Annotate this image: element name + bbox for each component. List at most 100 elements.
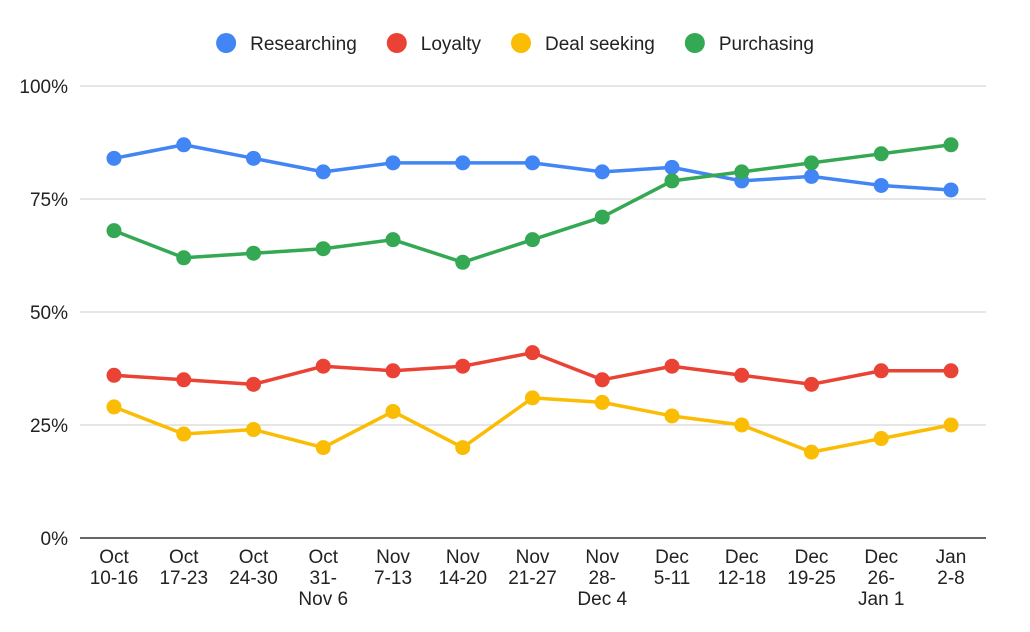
x-tick-label: Dec 5-11 xyxy=(654,547,691,589)
x-tick-label: Oct 24-30 xyxy=(229,547,278,589)
data-point-deal-seeking[interactable] xyxy=(455,440,471,456)
data-point-purchasing[interactable] xyxy=(106,223,122,239)
data-point-loyalty[interactable] xyxy=(315,358,331,374)
x-tick-label-line: 5-11 xyxy=(654,568,691,589)
x-tick-label-line: Jan 1 xyxy=(858,589,904,610)
data-point-loyalty[interactable] xyxy=(594,372,610,388)
x-tick-label-line: Oct xyxy=(239,547,269,568)
data-point-researching[interactable] xyxy=(106,150,122,166)
x-tick-label: Oct 31-Nov 6 xyxy=(298,547,348,610)
data-point-loyalty[interactable] xyxy=(734,367,750,383)
data-point-researching[interactable] xyxy=(664,159,680,175)
data-point-researching[interactable] xyxy=(385,155,401,171)
data-point-researching[interactable] xyxy=(873,177,889,193)
data-point-purchasing[interactable] xyxy=(804,155,819,171)
x-tick-label-line: 24-30 xyxy=(229,568,278,589)
data-point-deal-seeking[interactable] xyxy=(176,426,192,442)
data-point-researching[interactable] xyxy=(176,137,192,153)
data-point-loyalty[interactable] xyxy=(943,363,959,379)
x-tick-label-line: 17-23 xyxy=(159,568,208,589)
data-point-purchasing[interactable] xyxy=(664,173,680,189)
x-tick-label-line: Dec xyxy=(795,547,829,568)
legend-item-purchasing[interactable]: Purchasing xyxy=(684,33,814,55)
data-point-loyalty[interactable] xyxy=(246,376,261,392)
data-point-purchasing[interactable] xyxy=(594,209,610,225)
legend-item-deal-seeking[interactable]: Deal seeking xyxy=(510,33,655,55)
y-tick-label: 0% xyxy=(41,529,69,550)
data-point-researching[interactable] xyxy=(315,164,331,180)
x-tick-label: Nov 7-13 xyxy=(374,547,412,589)
data-point-deal-seeking[interactable] xyxy=(106,399,122,415)
data-point-deal-seeking[interactable] xyxy=(385,403,401,419)
legend-label: Loyalty xyxy=(421,34,482,55)
data-point-researching[interactable] xyxy=(594,164,610,180)
data-point-loyalty[interactable] xyxy=(804,376,819,392)
data-point-deal-seeking[interactable] xyxy=(873,431,889,447)
data-point-loyalty[interactable] xyxy=(106,367,122,383)
data-point-loyalty[interactable] xyxy=(176,372,192,388)
data-point-deal-seeking[interactable] xyxy=(246,422,261,438)
series-layer xyxy=(106,137,959,460)
legend-label: Researching xyxy=(250,34,357,55)
data-point-purchasing[interactable] xyxy=(176,250,192,266)
data-point-researching[interactable] xyxy=(246,150,261,166)
legend-marker xyxy=(216,33,237,53)
data-point-researching[interactable] xyxy=(804,168,819,184)
data-point-purchasing[interactable] xyxy=(246,245,261,261)
data-point-loyalty[interactable] xyxy=(873,363,889,379)
series-loyalty xyxy=(106,345,959,392)
x-tick-label-line: 21-27 xyxy=(508,568,557,589)
data-point-purchasing[interactable] xyxy=(385,232,401,248)
data-point-purchasing[interactable] xyxy=(525,232,540,248)
data-point-deal-seeking[interactable] xyxy=(804,444,819,460)
y-tick-label: 50% xyxy=(30,303,68,324)
x-tick-label-line: Nov 6 xyxy=(298,589,348,610)
data-point-deal-seeking[interactable] xyxy=(943,417,959,433)
legend-label: Deal seeking xyxy=(545,34,655,55)
y-axis-ticks: 0% 25% 50% 75% 100% xyxy=(19,77,68,550)
x-tick-label: Oct 17-23 xyxy=(159,547,208,589)
data-point-purchasing[interactable] xyxy=(734,164,750,180)
x-tick-label-line: 28- xyxy=(589,568,616,589)
x-tick-label: Nov 28-Dec 4 xyxy=(577,547,627,610)
x-tick-label-line: Nov xyxy=(585,547,619,568)
x-tick-label: Nov 14-20 xyxy=(438,547,487,589)
data-point-loyalty[interactable] xyxy=(455,358,471,374)
data-point-purchasing[interactable] xyxy=(315,241,331,257)
x-tick-label-line: 12-18 xyxy=(717,568,766,589)
y-tick-label: 100% xyxy=(19,77,68,98)
x-tick-label-line: 19-25 xyxy=(787,568,836,589)
x-tick-label-line: 26- xyxy=(868,568,895,589)
data-point-loyalty[interactable] xyxy=(385,363,401,379)
data-point-deal-seeking[interactable] xyxy=(664,408,680,424)
x-tick-label-line: Dec 4 xyxy=(577,589,627,610)
data-point-loyalty[interactable] xyxy=(664,358,680,374)
data-point-purchasing[interactable] xyxy=(943,137,959,153)
x-tick-label: Dec 19-25 xyxy=(787,547,836,589)
x-tick-label-line: Dec xyxy=(655,547,689,568)
data-point-deal-seeking[interactable] xyxy=(315,440,331,456)
x-tick-label: Oct 10-16 xyxy=(90,547,139,589)
data-point-researching[interactable] xyxy=(525,155,540,171)
data-point-deal-seeking[interactable] xyxy=(594,394,610,410)
x-tick-label-line: 7-13 xyxy=(374,568,412,589)
data-point-deal-seeking[interactable] xyxy=(525,390,540,406)
data-point-purchasing[interactable] xyxy=(455,254,471,270)
data-point-researching[interactable] xyxy=(455,155,471,171)
y-tick-label: 75% xyxy=(30,190,68,211)
x-tick-label-line: Dec xyxy=(864,547,898,568)
data-point-researching[interactable] xyxy=(943,182,959,198)
grid-layer xyxy=(80,85,986,539)
legend-marker xyxy=(386,33,407,53)
legend-item-loyalty[interactable]: Loyalty xyxy=(386,33,482,55)
data-point-deal-seeking[interactable] xyxy=(734,417,750,433)
x-tick-label-line: Jan xyxy=(936,547,967,568)
data-point-loyalty[interactable] xyxy=(525,345,540,361)
legend-item-researching[interactable]: Researching xyxy=(216,33,357,55)
data-point-purchasing[interactable] xyxy=(873,146,889,162)
x-tick-label-line: Oct xyxy=(169,547,199,568)
x-tick-label-line: Oct xyxy=(99,547,129,568)
